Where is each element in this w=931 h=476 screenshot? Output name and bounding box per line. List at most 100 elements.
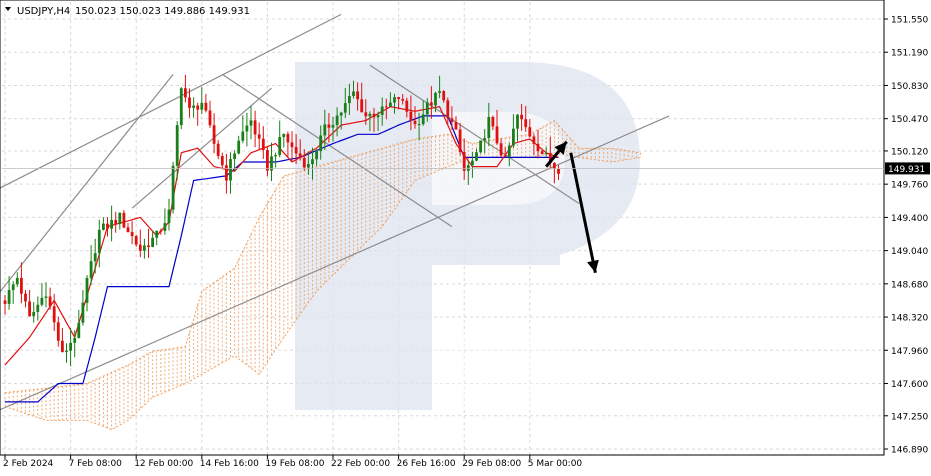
candle-bull bbox=[65, 350, 68, 352]
candle-bull bbox=[229, 159, 232, 181]
candle-bear bbox=[188, 97, 191, 108]
trendline bbox=[131, 87, 272, 209]
candle-bull bbox=[89, 261, 93, 278]
forecast-arrow-head bbox=[554, 141, 567, 155]
y-tick-label: 147.960 bbox=[891, 347, 928, 357]
candle-bull bbox=[315, 151, 318, 160]
candle-bull bbox=[319, 135, 323, 152]
forecast-arrows bbox=[545, 140, 599, 274]
candle-bull bbox=[110, 219, 113, 229]
candle-bull bbox=[393, 97, 396, 103]
candle-bear bbox=[356, 91, 359, 100]
candle-bull bbox=[343, 103, 347, 113]
candle-bear bbox=[114, 219, 118, 224]
candle-bull bbox=[307, 164, 310, 168]
candle-bull bbox=[507, 145, 511, 157]
candle-bear bbox=[257, 134, 261, 139]
candle-bull bbox=[163, 223, 167, 231]
candle-bull bbox=[85, 277, 89, 303]
candle-bear bbox=[540, 151, 544, 155]
candle-bear bbox=[360, 99, 364, 113]
candle-bear bbox=[3, 300, 7, 304]
trendline bbox=[369, 64, 580, 205]
y-tick-label: 150.470 bbox=[891, 115, 928, 125]
candle-bear bbox=[384, 106, 388, 108]
candle-bull bbox=[483, 138, 487, 141]
candle-bull bbox=[167, 209, 171, 224]
candle-bull bbox=[278, 137, 282, 156]
dropdown-triangle-icon[interactable] bbox=[5, 7, 11, 11]
y-tick-label: 148.320 bbox=[891, 314, 928, 324]
candle-bull bbox=[376, 114, 380, 118]
candle-bull bbox=[331, 125, 335, 128]
candle-bear bbox=[290, 142, 294, 148]
candle-bull bbox=[7, 290, 11, 304]
y-tick-label: 147.250 bbox=[891, 412, 928, 422]
candle-bull bbox=[151, 237, 154, 248]
indicator-lines bbox=[4, 106, 559, 403]
candles bbox=[3, 74, 560, 367]
x-tick-label: 29 Feb 08:00 bbox=[462, 459, 521, 469]
candle-bear bbox=[52, 306, 56, 323]
y-tick-label: 148.680 bbox=[891, 280, 928, 290]
candle-bear bbox=[503, 155, 507, 157]
candle-bear bbox=[48, 296, 52, 307]
symbol-label: USDJPY,H4 bbox=[17, 6, 70, 17]
candle-bull bbox=[81, 302, 85, 323]
candle-bull bbox=[348, 96, 351, 104]
candle-bull bbox=[241, 131, 245, 141]
candle-bear bbox=[430, 102, 433, 106]
y-tick-label: 150.120 bbox=[891, 147, 928, 157]
candle-bull bbox=[339, 112, 343, 116]
candle-bull bbox=[368, 113, 372, 117]
candle-bull bbox=[32, 311, 36, 317]
candle-bull bbox=[311, 159, 314, 165]
candle-bear bbox=[462, 151, 466, 171]
tenkan-sen-line bbox=[4, 106, 559, 366]
trendline bbox=[0, 73, 174, 293]
x-tick-label: 22 Feb 00:00 bbox=[331, 459, 390, 469]
x-tick-label: 2 Feb 2024 bbox=[3, 459, 54, 469]
candle-bull bbox=[434, 92, 437, 106]
candle-bull bbox=[245, 125, 249, 132]
candle-bull bbox=[425, 102, 429, 115]
x-tick-label: 12 Feb 00:00 bbox=[134, 459, 193, 469]
y-tick-label: 146.890 bbox=[891, 446, 928, 456]
candle-bull bbox=[118, 212, 122, 224]
candle-bear bbox=[528, 127, 532, 137]
ohlc-label: 150.023 150.023 149.886 149.931 bbox=[75, 6, 250, 17]
trendline bbox=[0, 115, 670, 411]
watermark-r-leg bbox=[432, 330, 605, 410]
candle-bear bbox=[24, 293, 27, 302]
candle-bear bbox=[536, 143, 540, 152]
candle-bear bbox=[401, 99, 405, 101]
candle-bear bbox=[327, 124, 331, 128]
candle-bear bbox=[253, 120, 257, 135]
candle-bear bbox=[126, 227, 130, 233]
candle-bull bbox=[179, 88, 183, 126]
candle-bull bbox=[335, 115, 339, 126]
candle-bear bbox=[442, 91, 446, 101]
candle-bull bbox=[270, 156, 273, 171]
y-tick-label: 151.190 bbox=[891, 49, 928, 59]
candle-bull bbox=[516, 114, 519, 129]
x-tick-label: 7 Feb 08:00 bbox=[69, 459, 123, 469]
candle-bull bbox=[102, 223, 105, 230]
candle-bear bbox=[196, 105, 200, 110]
candle-bear bbox=[413, 120, 417, 125]
candle-bear bbox=[499, 143, 503, 156]
candle-bull bbox=[237, 140, 241, 154]
candle-bull bbox=[155, 230, 159, 238]
candle-bull bbox=[44, 296, 48, 298]
candle-bear bbox=[364, 112, 368, 117]
candle-bull bbox=[97, 229, 101, 254]
candle-bear bbox=[147, 245, 150, 248]
y-tick-label: 149.040 bbox=[891, 247, 928, 257]
candle-bull bbox=[200, 102, 204, 110]
candle-bull bbox=[15, 277, 19, 285]
candle-bull bbox=[352, 91, 355, 97]
x-tick-label: 14 Feb 16:00 bbox=[200, 459, 259, 469]
candle-bear bbox=[450, 118, 454, 123]
